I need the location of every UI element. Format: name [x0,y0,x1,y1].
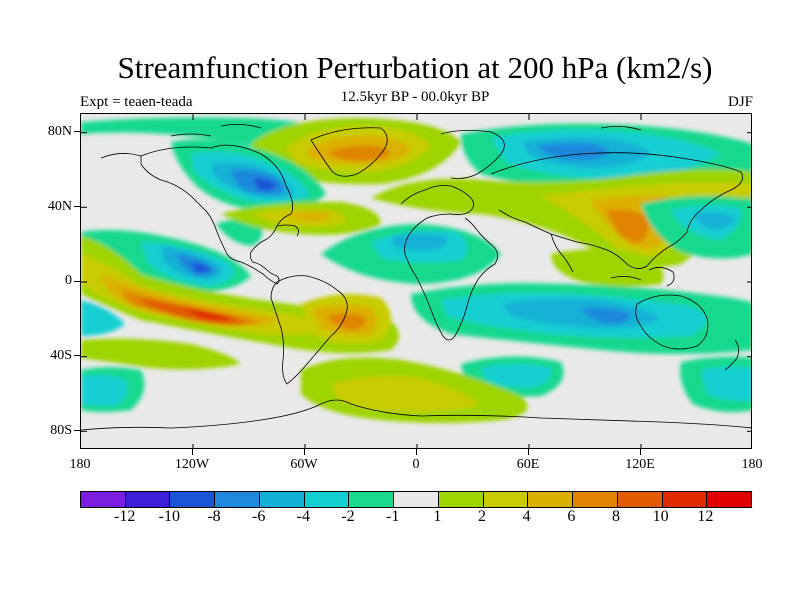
colorbar-label: 6 [567,508,576,525]
season-label: DJF [727,94,753,110]
colorbar-swatch [438,492,484,507]
colorbar-swatch [304,492,350,507]
lat-label-eq: 0 [65,273,72,288]
colorbar-label: -10 [158,508,180,525]
lat-tick [74,281,80,282]
lon-label-180w: 180 [69,457,91,472]
colorbar-swatch [617,492,663,507]
colorbar-label: 4 [522,508,531,525]
lon-tick [304,449,305,455]
coastlines [81,124,751,431]
colorbar-swatch [573,492,618,507]
lat-label-40n: 40N [47,199,72,214]
lon-tick [528,449,529,455]
colorbar-label: -12 [113,508,136,525]
experiment-label: Expt = teaen-teada [80,94,193,110]
chart-title: Streamfunction Perturbation at 200 hPa (… [117,50,713,85]
lon-tick [192,449,193,455]
lat-label-40s: 40S [50,348,72,363]
lon-tick [640,449,641,455]
lon-label-120e: 120E [625,457,655,472]
colorbar-label: -8 [207,508,221,525]
colorbar-label: 1 [433,508,442,525]
colorbar-swatch [349,492,395,507]
lon-label-60w: 60W [290,457,318,472]
colorbar-swatch [394,492,439,507]
lat-tick [74,430,80,431]
colorbar-label: 12 [697,508,714,525]
colorbar-swatch [707,492,752,507]
colorbar-swatch [259,492,305,507]
lon-label-180e: 180 [741,457,763,472]
colorbar-label: 2 [478,508,486,525]
lon-label-120w: 120W [174,457,210,472]
colorbar-label: 10 [652,508,669,525]
lat-tick [74,206,80,207]
colorbar-swatch [662,492,708,507]
inner-ticks [81,114,751,448]
colorbar-label: -6 [251,508,266,525]
colorbar-swatch [215,492,260,507]
colorbar-swatch [528,492,574,507]
lon-label-0: 0 [412,457,420,472]
map-panel[interactable] [80,113,752,449]
colorbar-label: 8 [612,508,620,525]
lon-tick [416,449,417,455]
colorbar-swatch [170,492,216,507]
colorbar-label: -1 [385,508,400,525]
lon-label-60e: 60E [516,457,540,472]
lat-tick [74,131,80,132]
colorbar-swatch [81,492,126,507]
colorbar-label: -2 [341,508,355,525]
colorbar-swatch [483,492,529,507]
colorbar-swatch [125,492,171,507]
lat-label-80n: 80N [47,124,72,139]
period-subtitle: 12.5kyr BP - 00.0kyr BP [340,89,490,105]
colorbar-label: -4 [296,508,310,525]
lat-tick [74,355,80,356]
streamfunction-field [81,114,751,448]
lat-label-80s: 80S [50,423,72,438]
colorbar [80,491,752,508]
